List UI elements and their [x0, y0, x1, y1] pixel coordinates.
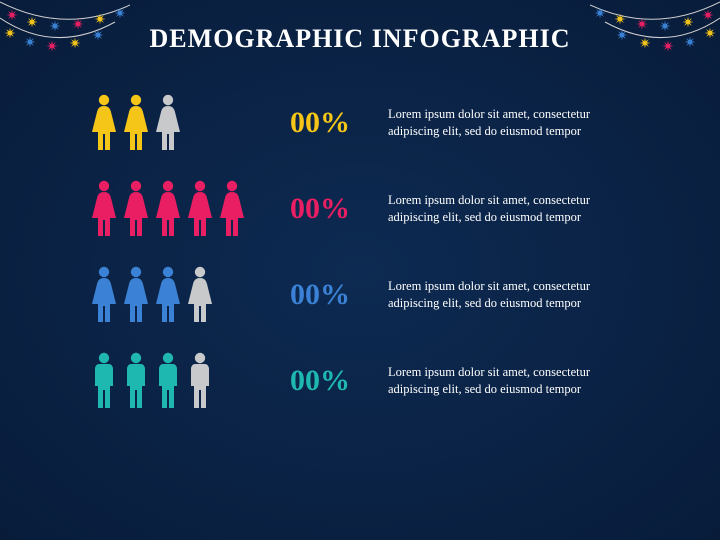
percentage-value: 00%: [290, 278, 380, 312]
female-icon: [122, 266, 150, 324]
female-icon: [154, 266, 182, 324]
male-icon: [122, 352, 150, 410]
demographic-row: 00%Lorem ipsum dolor sit amet, consectet…: [90, 180, 630, 238]
bunting-left-decoration: [0, 0, 130, 70]
demographic-row: 00%Lorem ipsum dolor sit amet, consectet…: [90, 94, 630, 152]
icon-group: [90, 352, 290, 410]
male-icon: [154, 352, 182, 410]
description-text: Lorem ipsum dolor sit amet, consectetur …: [380, 106, 630, 140]
description-text: Lorem ipsum dolor sit amet, consectetur …: [380, 364, 630, 398]
icon-group: [90, 94, 290, 152]
bunting-right-decoration: [590, 0, 720, 70]
percentage-value: 00%: [290, 106, 380, 140]
female-icon: [186, 180, 214, 238]
male-icon: [90, 352, 118, 410]
infographic-content: 00%Lorem ipsum dolor sit amet, consectet…: [0, 54, 720, 410]
female-icon: [122, 180, 150, 238]
female-icon: [90, 94, 118, 152]
female-icon: [218, 180, 246, 238]
percentage-value: 00%: [290, 364, 380, 398]
female-icon: [90, 266, 118, 324]
icon-group: [90, 180, 290, 238]
male-icon: [186, 352, 214, 410]
description-text: Lorem ipsum dolor sit amet, consectetur …: [380, 192, 630, 226]
female-icon: [90, 180, 118, 238]
female-icon: [186, 266, 214, 324]
female-icon: [154, 94, 182, 152]
demographic-row: 00%Lorem ipsum dolor sit amet, consectet…: [90, 266, 630, 324]
female-icon: [122, 94, 150, 152]
female-icon: [154, 180, 182, 238]
description-text: Lorem ipsum dolor sit amet, consectetur …: [380, 278, 630, 312]
percentage-value: 00%: [290, 192, 380, 226]
demographic-row: 00%Lorem ipsum dolor sit amet, consectet…: [90, 352, 630, 410]
icon-group: [90, 266, 290, 324]
